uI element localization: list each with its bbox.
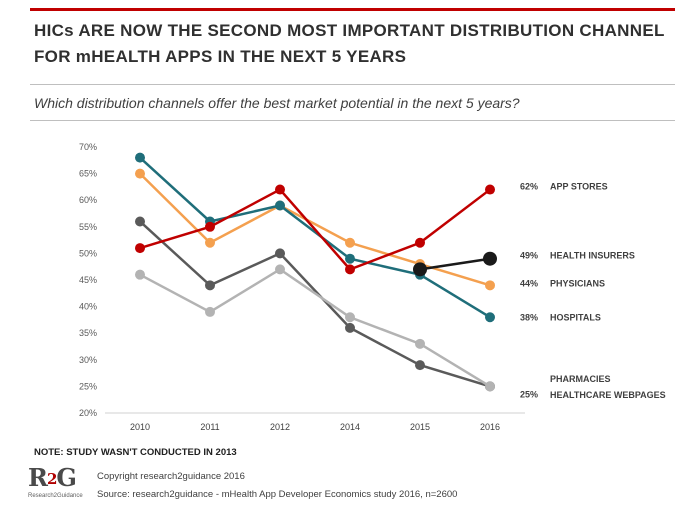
y-tick-label: 45% bbox=[79, 275, 97, 285]
data-point-healthcare-webpages bbox=[205, 306, 215, 317]
y-tick-label: 50% bbox=[79, 248, 97, 258]
y-tick-label: 40% bbox=[79, 302, 97, 312]
series-name-label: PHYSICIANS bbox=[550, 279, 605, 289]
data-point-healthcare-webpages bbox=[135, 269, 145, 280]
y-tick-label: 20% bbox=[79, 408, 97, 418]
end-value-label: 62% bbox=[520, 182, 538, 192]
series-line-health-insurers bbox=[419, 257, 491, 271]
copyright-text: Copyright research2guidance 2016 bbox=[97, 471, 245, 482]
data-point-app-stores bbox=[275, 184, 285, 195]
data-point-pharmacies bbox=[205, 280, 215, 291]
page-title: HICs ARE NOW THE SECOND MOST IMPORTANT D… bbox=[34, 18, 674, 70]
series-name-label: HEALTH INSURERS bbox=[550, 251, 635, 261]
end-value-label: 25% bbox=[520, 390, 538, 400]
data-point-healthcare-webpages bbox=[275, 264, 285, 275]
series-name-label: HEALTHCARE WEBPAGES bbox=[550, 390, 666, 400]
data-point-health-insurers bbox=[483, 251, 497, 266]
series-line-hospitals bbox=[139, 156, 491, 319]
x-tick-label: 2014 bbox=[340, 422, 360, 432]
data-point-app-stores bbox=[135, 243, 145, 254]
title-line-2: FOR mHEALTH APPS IN THE NEXT 5 YEARS bbox=[34, 47, 407, 66]
series-name-label: HOSPITALS bbox=[550, 313, 601, 323]
data-point-physicians bbox=[135, 168, 145, 179]
data-point-physicians bbox=[485, 280, 495, 291]
source-text: Source: research2guidance - mHealth App … bbox=[97, 489, 458, 500]
data-point-app-stores bbox=[485, 184, 495, 195]
data-point-hospitals bbox=[485, 312, 495, 323]
end-value-label: 38% bbox=[520, 313, 538, 323]
data-point-healthcare-webpages bbox=[345, 312, 355, 323]
series-name-label: APP STORES bbox=[550, 182, 608, 192]
series-line-app-stores bbox=[139, 187, 491, 271]
y-tick-label: 70% bbox=[79, 142, 97, 152]
data-point-pharmacies bbox=[135, 216, 145, 227]
logo-mark: R2G bbox=[28, 463, 77, 492]
data-point-physicians bbox=[205, 237, 215, 248]
data-point-healthcare-webpages bbox=[415, 338, 425, 349]
title-accent-rule bbox=[30, 8, 675, 11]
logo-subtext: Research2Guidance bbox=[28, 493, 83, 499]
data-point-app-stores bbox=[415, 237, 425, 248]
title-line-1: HICs ARE NOW THE SECOND MOST IMPORTANT D… bbox=[34, 21, 665, 40]
y-tick-label: 30% bbox=[79, 355, 97, 365]
divider bbox=[30, 84, 675, 85]
x-tick-label: 2016 bbox=[480, 422, 500, 432]
data-point-app-stores bbox=[345, 264, 355, 275]
data-point-hospitals bbox=[275, 200, 285, 211]
x-tick-label: 2012 bbox=[270, 422, 290, 432]
data-point-app-stores bbox=[205, 221, 215, 232]
data-point-healthcare-webpages bbox=[485, 381, 495, 392]
data-point-pharmacies bbox=[275, 248, 285, 259]
r2g-logo: R2G Research2Guidance bbox=[28, 463, 98, 503]
x-tick-label: 2015 bbox=[410, 422, 430, 432]
data-point-physicians bbox=[345, 237, 355, 248]
x-tick-label: 2010 bbox=[130, 422, 150, 432]
data-point-health-insurers bbox=[413, 262, 427, 277]
divider bbox=[30, 120, 675, 121]
y-tick-label: 60% bbox=[79, 195, 97, 205]
y-tick-label: 25% bbox=[79, 381, 97, 391]
end-value-label: 44% bbox=[520, 279, 538, 289]
x-tick-label: 2011 bbox=[200, 422, 219, 432]
y-tick-label: 55% bbox=[79, 222, 97, 232]
series-line-pharmacies bbox=[139, 220, 491, 388]
end-value-label: 49% bbox=[520, 251, 538, 261]
y-tick-label: 65% bbox=[79, 169, 97, 179]
y-tick-label: 35% bbox=[79, 328, 97, 338]
study-note: NOTE: STUDY WASN'T CONDUCTED IN 2013 bbox=[34, 447, 237, 458]
series-line-healthcare-webpages bbox=[139, 267, 491, 388]
chart-subtitle: Which distribution channels offer the be… bbox=[34, 95, 520, 111]
data-point-hospitals bbox=[135, 152, 145, 163]
data-point-hospitals bbox=[345, 253, 355, 264]
data-point-pharmacies bbox=[345, 322, 355, 333]
series-name-label: PHARMACIES bbox=[550, 374, 611, 384]
data-point-pharmacies bbox=[415, 360, 425, 371]
